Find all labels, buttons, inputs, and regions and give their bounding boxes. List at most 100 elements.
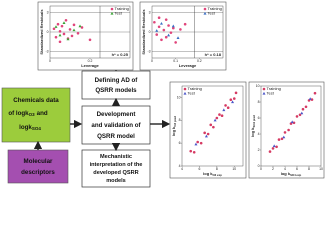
annotation: h* = 0.25 <box>112 52 129 57</box>
node-text: Development and validation of QSRR model <box>91 111 141 140</box>
point <box>62 32 66 36</box>
point <box>58 33 62 37</box>
point <box>226 106 230 110</box>
point <box>292 121 296 125</box>
point <box>308 97 312 100</box>
y-tick-label: 6 <box>179 141 181 145</box>
point <box>54 35 58 39</box>
x-axis-label-text: Leverage <box>179 63 197 68</box>
y-tick-label: 6 <box>258 116 260 120</box>
y-tick-label: 2 <box>258 148 260 152</box>
x-tick-label: 6 <box>198 167 200 171</box>
x-tick-label: 10 <box>232 167 236 171</box>
legend-label: Test <box>267 91 275 96</box>
point <box>160 38 163 42</box>
x-tick-label: 0 <box>151 59 153 63</box>
point <box>72 23 76 27</box>
legend-label: Test <box>188 91 196 96</box>
point <box>183 91 187 95</box>
legend-label: Training <box>208 6 222 11</box>
point <box>295 115 299 118</box>
point <box>110 7 114 11</box>
point <box>268 150 272 153</box>
point <box>277 138 281 141</box>
y-axis-label-text: log k <box>250 127 255 137</box>
point <box>153 20 156 24</box>
point <box>159 21 163 25</box>
point <box>155 33 159 36</box>
point <box>56 22 60 26</box>
point <box>220 114 224 118</box>
point <box>183 22 187 26</box>
point <box>68 28 72 31</box>
point <box>203 131 206 135</box>
x-tick-label: 10 <box>319 167 323 171</box>
x-axis-label: log kSO4 exp <box>281 171 302 177</box>
point <box>155 29 159 32</box>
point <box>199 141 203 145</box>
y-axis-label: Standardized Residuals <box>141 9 146 55</box>
point <box>206 132 210 136</box>
panel <box>139 1 227 71</box>
y-tick-label: 3 <box>47 10 49 14</box>
y-tick-label: 0 <box>258 164 260 168</box>
point <box>164 35 168 39</box>
x-tick-label: 0 <box>49 59 51 63</box>
point <box>287 128 290 132</box>
x-tick-label: 0 <box>260 167 262 171</box>
x-tick-label: 0.2 <box>88 59 93 63</box>
point <box>231 100 235 104</box>
descriptor-box <box>7 149 69 184</box>
point <box>232 97 236 100</box>
y-tick-label: 4 <box>179 164 181 168</box>
plot-area <box>181 85 244 167</box>
point <box>88 38 92 42</box>
point <box>272 144 276 148</box>
x-tick-label: 6 <box>296 167 298 171</box>
point <box>64 19 68 22</box>
point <box>262 87 266 91</box>
y-axis-label-sub: O3 pred <box>173 116 177 127</box>
x-tick-label: 8 <box>308 167 310 171</box>
point <box>78 24 82 28</box>
point <box>189 149 193 153</box>
y-tick-label: 4 <box>258 132 260 136</box>
x-tick-label: 4 <box>181 167 183 171</box>
point <box>313 91 317 95</box>
point <box>183 87 187 91</box>
point <box>110 11 114 15</box>
y-axis-label-text: log k <box>171 126 176 136</box>
point <box>218 113 221 116</box>
annotation: h* = 0.18 <box>205 52 222 57</box>
point <box>157 16 161 20</box>
point <box>157 25 161 29</box>
page: {"nodes":[ {"lines":["Chemicals data","o… <box>0 0 326 189</box>
point <box>234 91 238 95</box>
point <box>80 26 84 29</box>
point <box>176 36 180 39</box>
y-axis-label: log kSO4 pred <box>250 115 256 137</box>
point <box>271 147 275 150</box>
x-tick-label: 0.2 <box>197 59 202 63</box>
point <box>179 28 182 31</box>
panel <box>169 81 247 179</box>
data-box <box>1 87 71 143</box>
x-axis-label: Leverage <box>179 63 197 68</box>
legend-label: Test <box>208 11 216 16</box>
x-axis-label-text: log k <box>203 171 213 176</box>
y-tick-label: 0 <box>47 30 49 34</box>
point <box>174 41 177 44</box>
point <box>222 108 226 112</box>
ad-box <box>81 70 151 100</box>
point <box>224 104 227 107</box>
plot-area <box>260 85 322 167</box>
point <box>52 27 56 31</box>
point <box>204 134 208 138</box>
point <box>192 150 196 154</box>
mech-box <box>81 149 151 188</box>
node-text: Mechanistic interpretation of the develope… <box>90 154 143 184</box>
point <box>162 28 166 32</box>
x-axis-label: Leverage <box>81 63 99 68</box>
y-tick-label: 10 <box>256 84 260 88</box>
point <box>283 131 287 134</box>
